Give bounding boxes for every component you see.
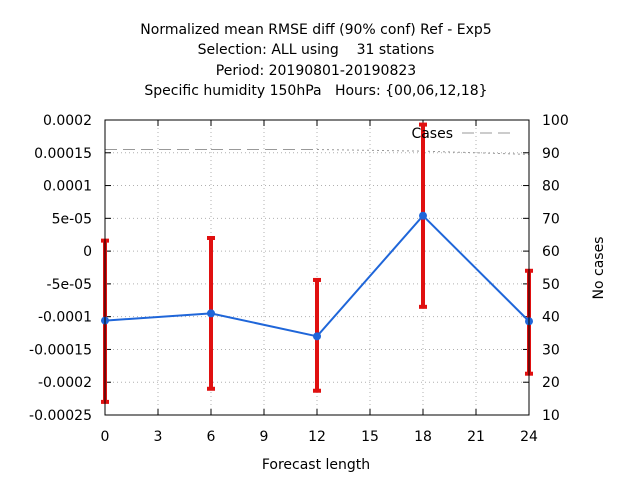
x-tick-label: 21 [467,429,485,445]
data-point [313,332,321,341]
y2-tick-labels: 100 90 80 70 60 50 40 30 20 10 [542,113,569,424]
x-axis-label: Forecast length [262,457,370,473]
chart-title: Normalized mean RMSE diff (90% conf) Ref… [140,22,491,99]
y2-axis-label: No cases [591,237,607,300]
y2-tick-label: 80 [542,179,560,195]
y-tick-label: -0.0002 [38,375,92,391]
x-tick-label: 9 [260,429,269,445]
x-tick-label: 18 [414,429,432,445]
title-line-4: Specific humidity 150hPa Hours: {00,06,1… [144,83,487,99]
y-tick-label: -5e-05 [47,277,92,293]
y2-tick-label: 90 [542,146,560,162]
y-tick-label: 0.0002 [43,113,92,129]
x-tick-label: 6 [207,429,216,445]
title-line-2: Selection: ALL using 31 stations [198,42,435,58]
y2-tick-label: 40 [542,310,560,326]
error-bars [101,122,533,404]
y-tick-labels: 0.0002 0.00015 0.0001 5e-05 0 -5e-05 -0.0001 -0… [29,113,92,424]
x-tick-label: 3 [154,429,163,445]
y2-tick-label: 100 [542,113,569,129]
cases-line-segment [316,149,424,152]
x-tick-label: 15 [361,429,379,445]
y2-tick-label: 10 [542,408,560,424]
main-series [101,211,533,341]
y-tick-label: -0.00025 [29,408,92,424]
data-point [207,309,215,318]
x-tick-labels: 0 3 6 9 12 15 18 21 24 [101,429,538,445]
legend: Cases [411,126,512,142]
plot-frame [104,119,530,416]
title-line-3: Period: 20190801-20190823 [216,63,416,79]
y2-tick-label: 50 [542,277,560,293]
x-tick-label: 0 [101,429,110,445]
x-tick-label: 24 [520,429,538,445]
y-tick-label: -0.00015 [29,342,92,358]
y-tick-label: 0.00015 [34,146,92,162]
y2-tick-label: 70 [542,211,560,227]
x-tick-label: 12 [308,429,326,445]
y2-tick-label: 20 [542,375,560,391]
y2-tick-label: 30 [542,342,560,358]
y-tick-label: 5e-05 [52,211,92,227]
y-tick-label: 0.0001 [43,179,92,195]
cases-series [105,149,530,155]
legend-label-cases: Cases [411,126,453,142]
data-point [419,211,427,220]
title-line-1: Normalized mean RMSE diff (90% conf) Ref… [140,22,491,38]
y2-tick-label: 60 [542,244,560,260]
y-tick-label: -0.0001 [38,310,92,326]
y-tick-label: 0 [83,244,92,260]
